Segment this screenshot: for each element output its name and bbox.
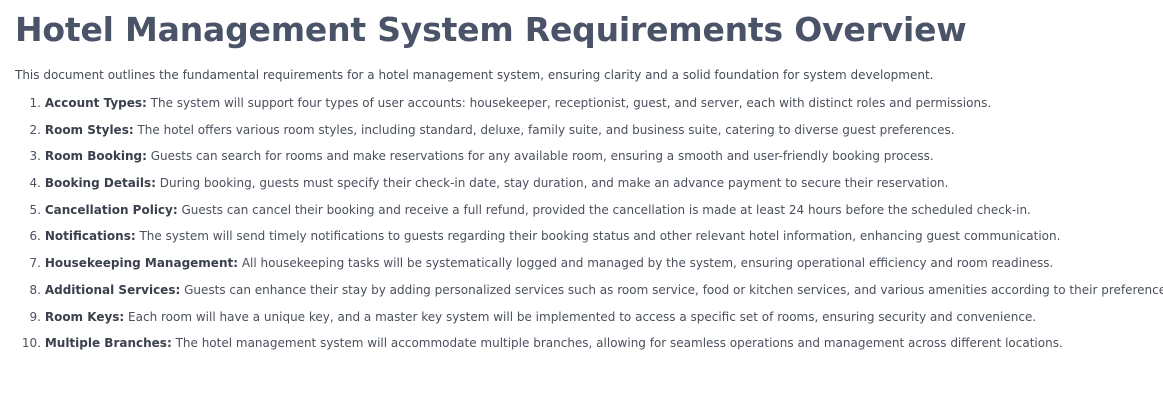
list-item: 8. Additional Services: Guests can enhan…: [15, 282, 1163, 298]
requirement-term: Room Keys:: [44, 309, 125, 324]
list-number: 8.: [29, 282, 41, 297]
list-item: 2. Room Styles: The hotel offers various…: [15, 122, 1148, 138]
list-number: 10.: [21, 336, 41, 351]
requirement-term: Housekeeping Management:: [44, 256, 239, 271]
requirement-term: Additional Services:: [44, 282, 181, 297]
list-number: 1.: [29, 96, 41, 110]
requirement-text: All housekeeping tasks will be systemati…: [238, 256, 1054, 271]
requirement-text: The system will send timely notification…: [135, 229, 1061, 244]
list-number: 7.: [29, 256, 41, 271]
list-item: 4. Booking Details: During booking, gues…: [15, 175, 1148, 191]
list-item: 3. Room Booking: Guests can search for r…: [15, 148, 1148, 164]
page-title: Hotel Management System Requirements Ove…: [15, 10, 967, 49]
requirement-text: Guests can cancel their booking and rece…: [177, 202, 1031, 217]
requirement-term: Room Styles:: [44, 122, 134, 137]
requirement-text: The hotel offers various room styles, in…: [133, 122, 955, 137]
list-number: 6.: [29, 229, 41, 244]
requirement-text: Each room will have a unique key, and a …: [124, 309, 1037, 324]
list-number: 4.: [29, 176, 41, 191]
list-item: 7. Housekeeping Management: All housekee…: [15, 255, 1148, 271]
list-item: 6. Notifications: The system will send t…: [15, 228, 1148, 244]
requirement-text: During booking, guests must specify thei…: [155, 176, 949, 191]
document: Hotel Management System Requirements Ove…: [15, 10, 1163, 351]
requirement-term: Booking Details:: [44, 176, 156, 191]
list-item: 10. Multiple Branches: The hotel managem…: [15, 335, 1148, 351]
requirement-term: Multiple Branches:: [44, 336, 172, 351]
requirement-term: Account Types:: [44, 96, 147, 110]
requirement-term: Cancellation Policy:: [44, 202, 178, 217]
requirement-text: Guests can search for rooms and make res…: [146, 149, 934, 164]
requirement-text: The system will support four types of us…: [146, 96, 992, 110]
intro-paragraph: This document outlines the fundamental r…: [15, 68, 934, 82]
requirement-term: Notifications:: [44, 229, 136, 244]
list-number: 5.: [29, 202, 41, 217]
list-item: 9. Room Keys: Each room will have a uniq…: [15, 309, 1148, 325]
list-number: 9.: [29, 309, 41, 324]
requirement-text: Guests can enhance their stay by adding …: [180, 282, 1163, 297]
requirement-text: The hotel management system will accommo…: [171, 336, 1063, 351]
requirement-term: Room Booking:: [44, 149, 147, 164]
list-item: 1. Account Types: The system will suppor…: [15, 95, 1148, 111]
list-number: 3.: [29, 149, 41, 164]
requirements-list: 1. Account Types: The system will suppor…: [15, 95, 1163, 351]
list-item: 5. Cancellation Policy: Guests can cance…: [15, 202, 1148, 218]
list-number: 2.: [29, 122, 41, 137]
